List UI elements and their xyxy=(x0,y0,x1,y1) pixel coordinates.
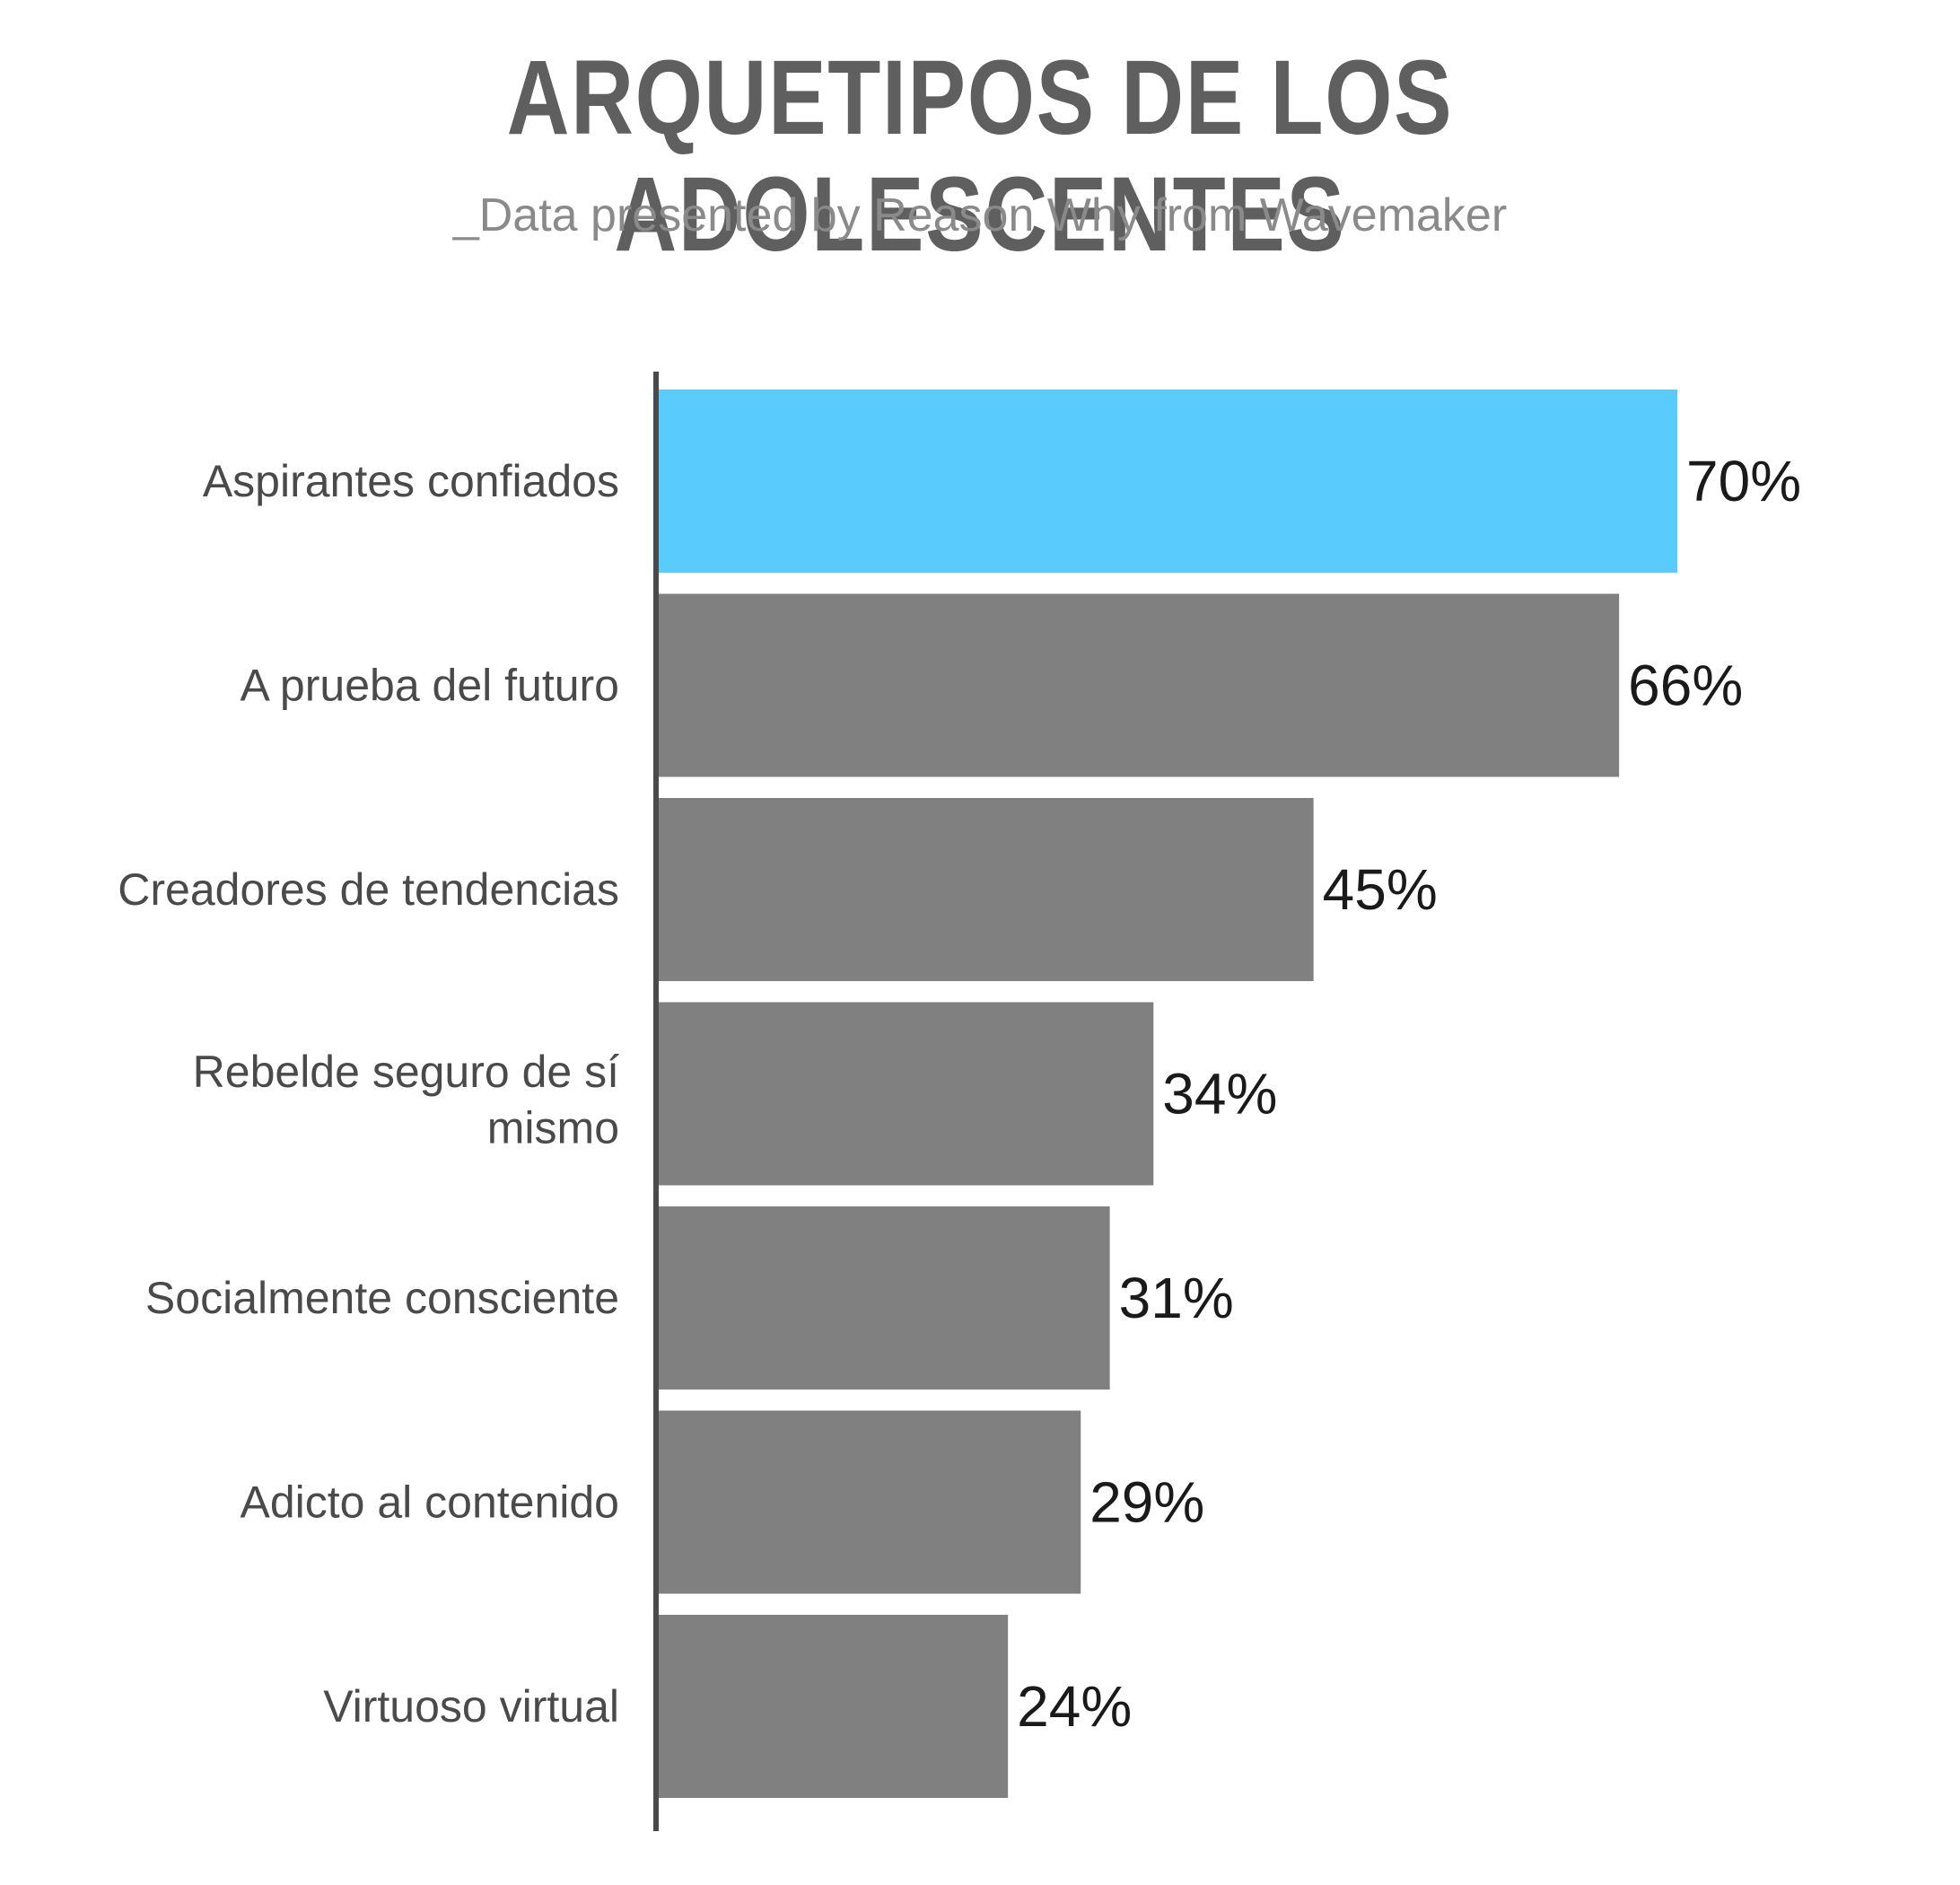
value-label: 66% xyxy=(1628,653,1743,718)
value-label: 34% xyxy=(1162,1062,1277,1127)
bar xyxy=(659,390,1677,573)
category-label: Adicto al contenido xyxy=(240,1477,619,1528)
chart-subtitle: _Data presented by Reason Why from Wavem… xyxy=(452,189,1508,241)
bar xyxy=(659,1615,1009,1798)
category-label: A prueba del futuro xyxy=(240,661,619,711)
bar xyxy=(659,1410,1081,1594)
category-label: Socialmente consciente xyxy=(145,1273,619,1323)
value-label: 24% xyxy=(1017,1674,1132,1739)
category-label: Virtuoso virtual xyxy=(323,1681,619,1732)
value-label: 29% xyxy=(1089,1470,1204,1535)
chart-title: ARQUETIPOS DE LOS ADOLESCENTES xyxy=(506,39,1454,274)
category-label: Creadores de tendencias xyxy=(118,864,619,915)
bar xyxy=(659,1002,1154,1186)
value-label: 70% xyxy=(1686,449,1801,513)
value-label: 45% xyxy=(1323,857,1438,922)
category-label: Aspirantes confiados xyxy=(203,456,619,506)
bar xyxy=(659,1206,1110,1390)
y-axis-line xyxy=(653,372,659,1831)
category-label: Rebelde seguro de sí mismo xyxy=(193,1047,619,1153)
bar xyxy=(659,593,1620,777)
bar xyxy=(659,798,1314,981)
value-label: 31% xyxy=(1119,1266,1234,1330)
